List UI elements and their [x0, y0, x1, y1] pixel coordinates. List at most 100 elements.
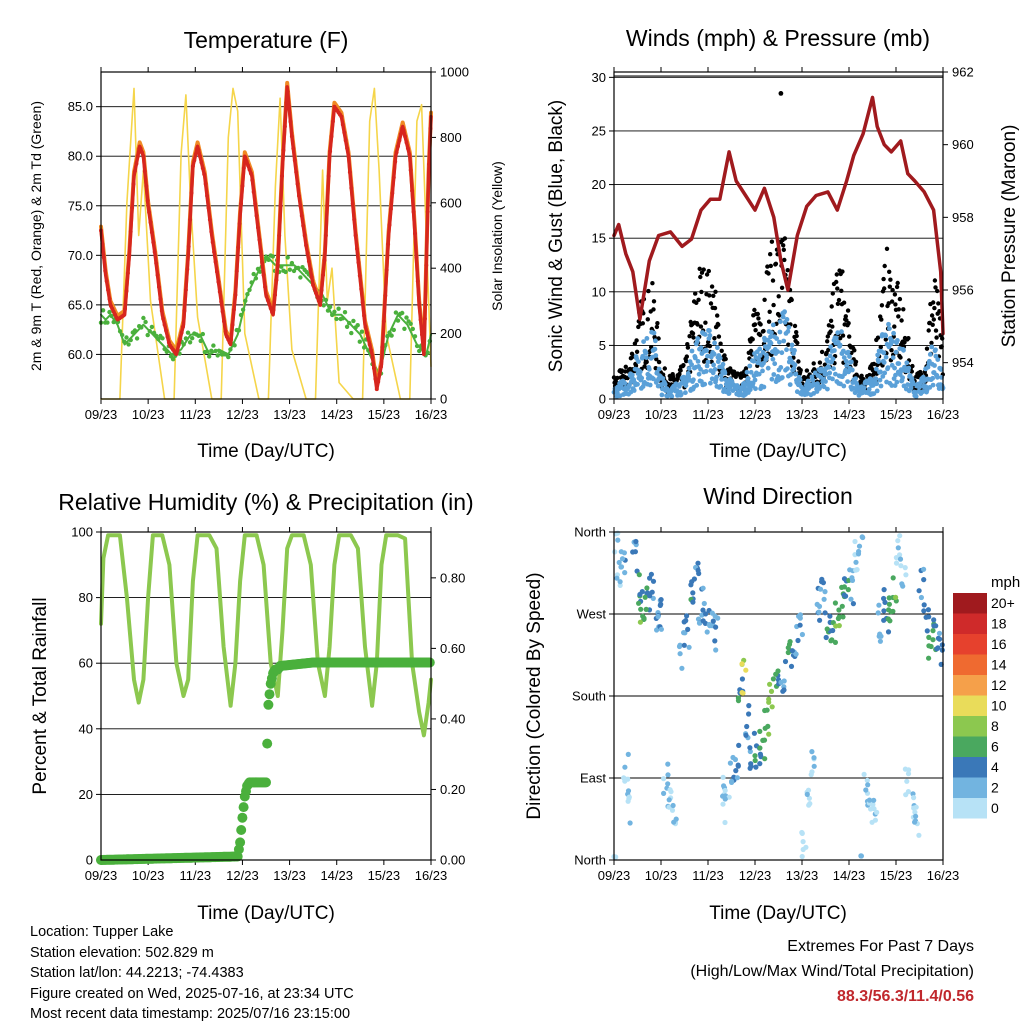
dewpoint-point [342, 310, 348, 315]
gust-point [743, 366, 749, 371]
direction-point [843, 593, 849, 599]
gust-point [845, 308, 851, 313]
wind-point [709, 376, 715, 382]
direction-point [655, 613, 661, 620]
y-tick-label: 65.0 [68, 297, 93, 312]
dewpoint-point [330, 312, 335, 318]
wind-point [891, 330, 896, 336]
wind-point [718, 383, 724, 389]
extremes-subtitle: (High/Low/Max Wind/Total Precipitation) [690, 963, 974, 980]
direction-point [681, 619, 687, 625]
wind-point [761, 384, 767, 390]
temp-2m-point [226, 337, 231, 342]
wind-point [718, 373, 724, 378]
gust-point [694, 300, 699, 305]
temp-2m-point [315, 294, 320, 299]
direction-point [912, 819, 918, 825]
temp-2m-point [161, 316, 166, 321]
direction-point [762, 756, 768, 762]
wind-point [873, 376, 879, 381]
temp-2m-point [312, 287, 317, 291]
wind-point [669, 394, 675, 399]
gust-point [795, 340, 800, 346]
wind-point [877, 377, 883, 383]
temp-2m-point [373, 376, 378, 381]
temp-2m-point [418, 317, 423, 322]
gust-point [690, 331, 696, 336]
station-info: Location: Tupper Lake Station elevation:… [30, 922, 354, 1025]
direction-point [729, 779, 735, 786]
wind-point [707, 328, 712, 334]
temp-2m-point [301, 223, 306, 228]
temp-2m-point [190, 164, 195, 169]
temp-2m-point [178, 336, 183, 341]
direction-point [752, 753, 758, 759]
temp-2m-point [342, 130, 347, 135]
gust-point [640, 321, 645, 326]
precip-point [264, 689, 275, 700]
gust-point [654, 357, 659, 362]
wind-point [789, 342, 795, 348]
direction-point [849, 577, 856, 584]
direction-point [761, 737, 768, 743]
gust-point [897, 296, 903, 302]
wind-point [874, 388, 880, 394]
dewpoint-point [298, 275, 303, 280]
gust-point [646, 288, 651, 294]
wind-point [920, 389, 926, 395]
gust-point [778, 91, 784, 96]
wind-point [653, 353, 659, 358]
wind-point [720, 361, 726, 367]
temp-2m-point [415, 279, 420, 284]
temp-2m-point [110, 306, 115, 311]
wind-point [651, 330, 657, 336]
wind-point [900, 375, 905, 380]
gust-point [752, 307, 757, 313]
gust-point [781, 247, 786, 252]
direction-point [627, 820, 633, 826]
temp-2m-point [305, 251, 310, 256]
direction-title: Wind Direction [703, 483, 853, 509]
gust-point [794, 333, 799, 339]
wind-point [875, 352, 881, 358]
gust-point [892, 292, 898, 297]
wind-point [757, 353, 763, 358]
y-tick-label: East [580, 771, 606, 786]
direction-point [715, 615, 721, 621]
winds-panel: Winds (mph) & Pressure (mb) Time (Day/UT… [546, 25, 1020, 462]
wind-point [882, 370, 888, 376]
gust-point [651, 307, 656, 312]
direction-point [710, 618, 716, 624]
wind-point [933, 347, 938, 353]
gust-point [934, 335, 939, 340]
x-tick-label: 09/23 [598, 407, 631, 422]
gust-point [932, 278, 938, 283]
direction-point [758, 754, 764, 760]
x-tick-label: 16/23 [927, 868, 960, 883]
x-tick-label: 15/23 [880, 407, 913, 422]
temp-2m-point [396, 144, 400, 149]
x-tick-label: 16/23 [415, 407, 448, 422]
temp-2m-point [386, 242, 391, 247]
wind-point [660, 376, 666, 381]
gust-point [677, 371, 682, 377]
gust-point [887, 269, 892, 274]
legend-swatch [953, 757, 987, 778]
wind-point [703, 369, 709, 374]
y2-tick-label: 800 [440, 130, 462, 145]
wind-point [751, 358, 756, 364]
wind-point [779, 350, 785, 356]
direction-point [753, 764, 759, 770]
y2-tick-label: 0.40 [440, 711, 465, 726]
direction-point [926, 614, 932, 620]
wind-point [686, 374, 692, 379]
dewpoint-point [198, 338, 203, 344]
gust-point [699, 289, 704, 295]
wind-point [883, 333, 889, 339]
x-tick-label: 11/23 [179, 407, 211, 422]
wind-point [772, 361, 778, 367]
dewpoint-point [334, 316, 339, 322]
direction-point [626, 794, 632, 800]
x-tick-label: 13/23 [273, 868, 306, 883]
